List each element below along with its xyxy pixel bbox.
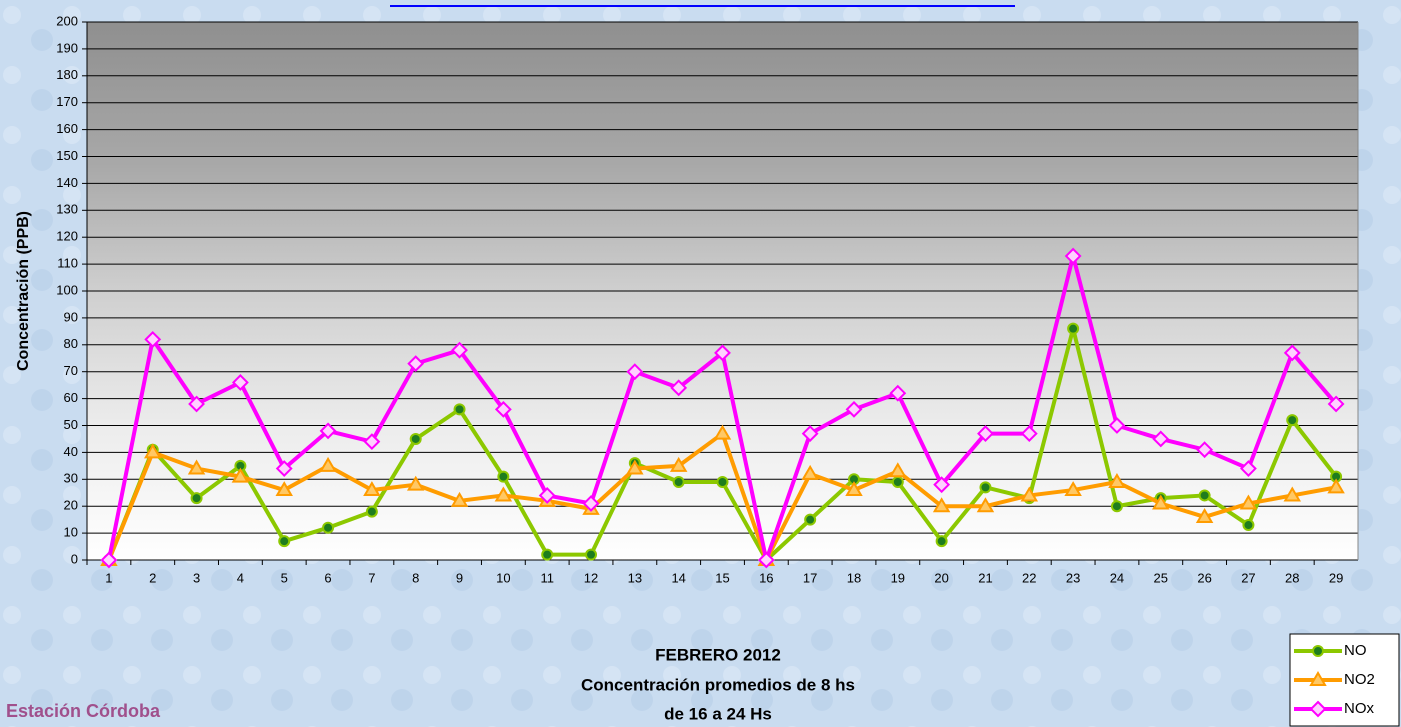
- data-point: [279, 536, 289, 546]
- x-tick-label: 13: [628, 570, 642, 585]
- x-tick-label: 9: [456, 570, 463, 585]
- data-point: [937, 536, 947, 546]
- x-tick-label: 6: [324, 570, 331, 585]
- legend-label: NO: [1344, 642, 1367, 659]
- x-tick-label: 2: [149, 570, 156, 585]
- x-tick-label: 15: [715, 570, 729, 585]
- x-tick-label: 16: [759, 570, 773, 585]
- y-tick-label: 160: [56, 121, 78, 136]
- x-tick-label: 29: [1329, 570, 1343, 585]
- data-point: [367, 507, 377, 517]
- x-tick-label: 4: [237, 570, 244, 585]
- x-tick-label: 24: [1110, 570, 1124, 585]
- data-point: [1112, 501, 1122, 511]
- y-tick-label: 40: [64, 444, 78, 459]
- data-point: [1068, 324, 1078, 334]
- y-tick-label: 20: [64, 498, 78, 513]
- data-point: [893, 477, 903, 487]
- data-point: [980, 482, 990, 492]
- x-tick-label: 25: [1154, 570, 1168, 585]
- x-tick-label: 22: [1022, 570, 1036, 585]
- data-point: [1243, 520, 1253, 530]
- chart-subtitle: de 16 a 24 Hs: [664, 704, 772, 723]
- x-tick-label: 21: [978, 570, 992, 585]
- data-point: [805, 515, 815, 525]
- legend-label: NO2: [1344, 671, 1375, 688]
- y-tick-label: 200: [56, 13, 78, 28]
- data-point: [586, 550, 596, 560]
- x-tick-label: 1: [105, 570, 112, 585]
- data-point: [718, 477, 728, 487]
- y-tick-label: 120: [56, 229, 78, 244]
- x-tick-label: 27: [1241, 570, 1255, 585]
- y-tick-label: 130: [56, 202, 78, 217]
- x-tick-label: 17: [803, 570, 817, 585]
- chart: Concentración (PPB) FEBRERO 2012 Concent…: [0, 0, 1401, 727]
- data-point: [411, 434, 421, 444]
- x-tick-label: 5: [281, 570, 288, 585]
- y-tick-label: 50: [64, 417, 78, 432]
- x-tick-label: 11: [540, 570, 554, 585]
- y-axis-label: Concentración (PPB): [15, 211, 32, 371]
- legend-label: NOx: [1344, 700, 1375, 717]
- data-point: [674, 477, 684, 487]
- data-point: [498, 472, 508, 482]
- station-label: Estación Córdoba: [6, 701, 161, 721]
- page: {"chart_data": {"type": "line", "title":…: [0, 0, 1401, 727]
- x-tick-label: 3: [193, 570, 200, 585]
- x-tick-label: 18: [847, 570, 861, 585]
- x-tick-label: 26: [1197, 570, 1211, 585]
- x-tick-label: 12: [584, 570, 598, 585]
- x-tick-label: 19: [891, 570, 905, 585]
- y-tick-label: 100: [56, 282, 78, 297]
- y-tick-label: 30: [64, 471, 78, 486]
- y-tick-label: 150: [56, 148, 78, 163]
- x-tick-label: 20: [934, 570, 948, 585]
- y-tick-label: 70: [64, 363, 78, 378]
- y-tick-label: 10: [64, 525, 78, 540]
- y-tick-label: 110: [57, 256, 78, 271]
- data-point: [323, 523, 333, 533]
- x-tick-label: 28: [1285, 570, 1299, 585]
- y-tick-label: 80: [64, 336, 78, 351]
- chart-subtitle: Concentración promedios de 8 hs: [581, 675, 855, 694]
- data-point: [192, 493, 202, 503]
- chart-title: FEBRERO 2012: [655, 645, 781, 664]
- x-tick-label: 14: [671, 570, 685, 585]
- x-tick-label: 7: [368, 570, 375, 585]
- legend-marker: [1313, 646, 1323, 656]
- x-tick-label: 10: [496, 570, 510, 585]
- data-point: [1287, 415, 1297, 425]
- data-point: [455, 404, 465, 414]
- y-tick-label: 180: [56, 67, 78, 82]
- y-tick-label: 90: [64, 309, 78, 324]
- y-tick-label: 140: [56, 175, 78, 190]
- y-tick-label: 170: [56, 94, 78, 109]
- y-tick-label: 190: [56, 40, 78, 55]
- y-tick-label: 0: [71, 551, 78, 566]
- x-tick-label: 23: [1066, 570, 1080, 585]
- data-point: [1200, 490, 1210, 500]
- x-tick-label: 8: [412, 570, 419, 585]
- data-point: [542, 550, 552, 560]
- y-tick-label: 60: [64, 390, 78, 405]
